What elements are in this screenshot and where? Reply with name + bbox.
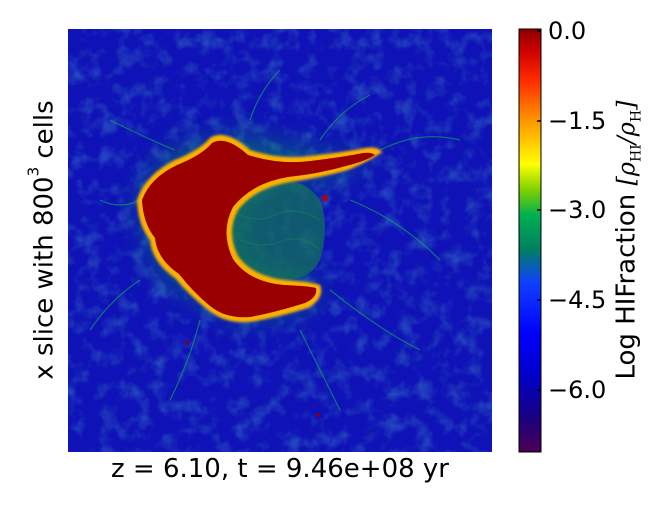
y-axis-label: x slice with 8003 cells	[24, 100, 60, 380]
colorbar	[518, 28, 542, 453]
x-axis-label: z = 6.10, t = 9.46e+08 yr	[111, 454, 449, 484]
colorbar-tick-label: −1.5	[548, 107, 607, 135]
colorbar-tick-label: 0.0	[548, 17, 587, 45]
colorbar-tick-label: −6.0	[548, 376, 607, 404]
colorbar-tick-label: −3.0	[548, 196, 607, 224]
colorbar-tick-label: −4.5	[548, 286, 607, 314]
ionized-region	[142, 140, 375, 318]
slice-image	[68, 29, 492, 452]
filaments	[89, 69, 461, 411]
colorbar-label: Log HIFraction [ρHI/ρH]	[611, 100, 645, 380]
